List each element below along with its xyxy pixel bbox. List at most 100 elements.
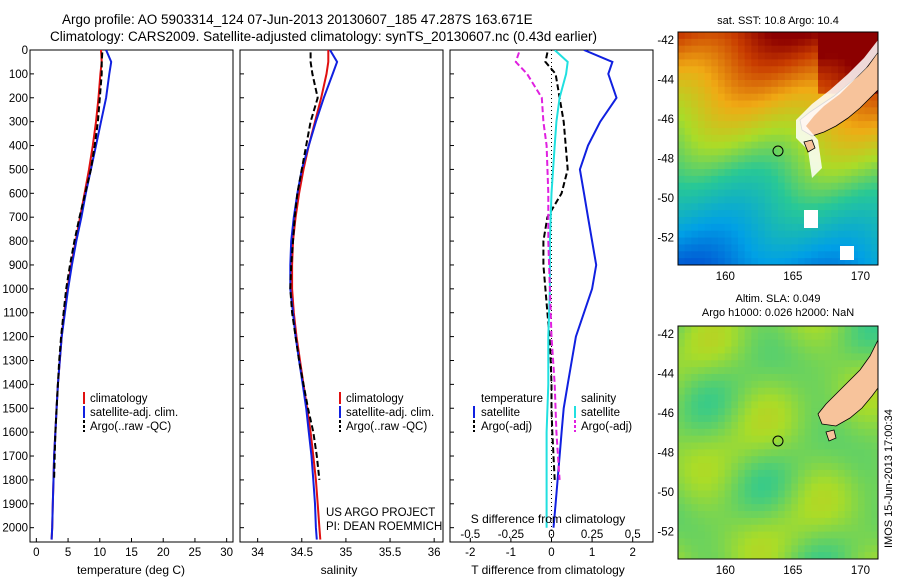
map-cell <box>738 196 746 204</box>
map-cell <box>751 511 759 519</box>
map-cell <box>758 380 766 389</box>
map-cell <box>824 497 832 505</box>
map-cell <box>818 148 826 156</box>
map-cell <box>724 353 732 361</box>
map-cell <box>818 45 826 54</box>
series-line-temperature-satellite <box>552 50 618 528</box>
map-cell <box>831 511 839 519</box>
map-cell <box>678 203 686 211</box>
y-tick-label: 100 <box>9 69 28 81</box>
map-cell <box>804 79 812 88</box>
map-cell <box>738 121 746 129</box>
map-cell <box>764 66 772 74</box>
map-cell <box>711 237 719 246</box>
map-cell <box>718 394 726 402</box>
map-cell <box>698 531 706 540</box>
map-cell <box>684 497 692 505</box>
map-cell <box>718 93 726 102</box>
map-cell <box>811 86 819 95</box>
map-cell <box>731 134 739 143</box>
map-cell <box>691 408 699 416</box>
map-cell <box>731 52 739 61</box>
map-cell <box>744 326 752 334</box>
map-cell <box>678 394 686 402</box>
map-cell <box>711 449 719 457</box>
map-cell <box>798 45 806 54</box>
map-cell <box>771 141 779 150</box>
map-cell <box>744 524 752 533</box>
map-cell <box>858 346 866 355</box>
map-cell <box>698 490 706 498</box>
map-cell <box>691 469 699 478</box>
map-cell <box>838 73 846 81</box>
map-cell <box>684 141 692 150</box>
map-cell <box>784 373 792 382</box>
map-cell <box>818 141 826 150</box>
map-cell <box>858 490 866 498</box>
map-cell <box>758 66 766 74</box>
map-cell <box>691 511 699 519</box>
map-cell <box>831 531 839 540</box>
map-cell <box>698 415 706 423</box>
map-cell <box>871 332 878 341</box>
map-cell <box>764 134 772 143</box>
map-cell <box>811 524 819 533</box>
map-cell <box>684 408 692 416</box>
map-cell <box>711 380 719 389</box>
map-cell <box>804 531 812 540</box>
map-cell <box>704 490 712 498</box>
map-cell <box>838 189 846 198</box>
map-cell <box>751 223 759 232</box>
map-cell <box>711 134 719 143</box>
map-cell <box>778 66 786 74</box>
map-cell <box>858 114 866 122</box>
map-cell <box>711 504 719 512</box>
map-cell <box>704 367 712 375</box>
map-cell <box>704 217 712 225</box>
map-cell <box>818 387 826 396</box>
map-cell <box>798 182 806 191</box>
map-cell <box>764 38 772 47</box>
map-cell <box>784 531 792 540</box>
map-cell <box>758 121 766 129</box>
map-cell <box>824 45 832 54</box>
map-cell <box>731 326 739 334</box>
map-cell <box>711 401 719 409</box>
map-cell <box>744 45 752 54</box>
map-cell <box>778 121 786 129</box>
map-cell <box>718 32 726 40</box>
map-cell <box>724 408 732 416</box>
map-cell <box>704 408 712 416</box>
map-cell <box>758 449 766 457</box>
map-cell <box>744 483 752 492</box>
map-cell <box>858 32 866 40</box>
map-cell <box>738 45 746 54</box>
map-cell <box>784 251 792 259</box>
map-cell <box>691 223 699 232</box>
map-cell <box>711 456 719 464</box>
map-cell <box>811 456 819 464</box>
map-cell <box>831 469 839 478</box>
map-y-tick-label: -48 <box>657 153 674 165</box>
map-cell <box>858 469 866 478</box>
map-cell <box>744 545 752 553</box>
map-cell <box>851 524 859 533</box>
map-cell <box>718 476 726 485</box>
map-cell <box>718 121 726 129</box>
map-cell <box>678 73 686 81</box>
map-cell <box>738 175 746 184</box>
map-cell <box>738 497 746 505</box>
map-cell <box>771 162 779 170</box>
map-cell <box>851 155 859 163</box>
map-cell <box>731 86 739 95</box>
map-cell <box>684 182 692 191</box>
map-cell <box>784 408 792 416</box>
map-cell <box>731 469 739 478</box>
map-cell <box>798 463 806 471</box>
map-cell <box>818 175 826 184</box>
map-cell <box>858 203 866 211</box>
map-cell <box>718 217 726 225</box>
map-cell <box>864 339 872 348</box>
map-cell <box>764 217 772 225</box>
map-cell <box>798 66 806 74</box>
